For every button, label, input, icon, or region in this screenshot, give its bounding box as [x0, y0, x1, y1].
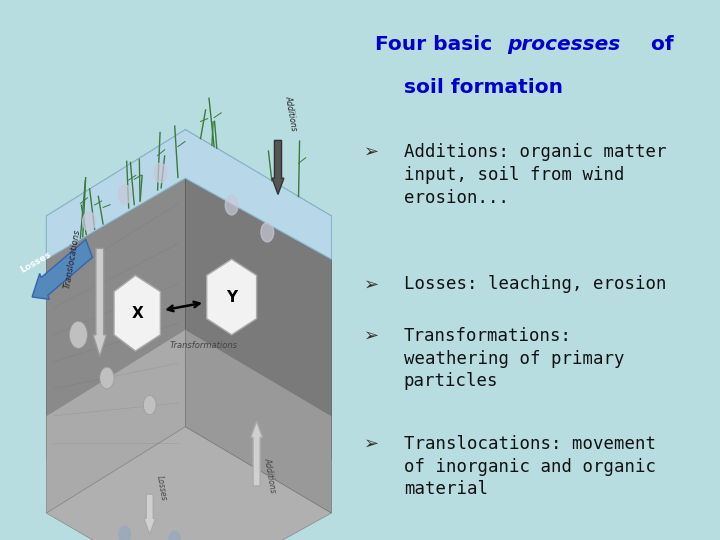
Polygon shape: [185, 130, 331, 459]
Text: Four basic: Four basic: [374, 35, 499, 54]
Circle shape: [119, 526, 130, 540]
Polygon shape: [46, 329, 185, 513]
FancyArrow shape: [144, 494, 156, 535]
Polygon shape: [46, 130, 185, 459]
Text: Additions: Additions: [284, 95, 298, 132]
Text: Additions: organic matter
input, soil from wind
erosion...: Additions: organic matter input, soil fr…: [404, 143, 666, 207]
Polygon shape: [185, 329, 331, 513]
Circle shape: [225, 195, 238, 215]
Text: Transformations:
weathering of primary
particles: Transformations: weathering of primary p…: [404, 327, 624, 390]
Polygon shape: [46, 130, 331, 259]
Text: of: of: [644, 35, 673, 54]
Polygon shape: [46, 427, 331, 540]
Text: soil formation: soil formation: [404, 78, 562, 97]
Circle shape: [70, 321, 87, 348]
Text: ➢: ➢: [364, 275, 379, 293]
Text: ➢: ➢: [364, 435, 379, 453]
FancyArrow shape: [93, 248, 107, 356]
Text: Translocations: Translocations: [63, 228, 81, 290]
Circle shape: [154, 163, 167, 183]
Circle shape: [169, 531, 180, 540]
Polygon shape: [114, 275, 161, 351]
Text: Additions: Additions: [262, 457, 277, 494]
Text: Y: Y: [226, 289, 237, 305]
FancyArrow shape: [272, 140, 284, 194]
FancyArrow shape: [251, 421, 263, 486]
Circle shape: [118, 185, 131, 204]
Circle shape: [100, 367, 114, 389]
Text: Losses: Losses: [19, 249, 53, 274]
Text: processes: processes: [508, 35, 621, 54]
Circle shape: [83, 212, 96, 231]
Text: Losses: leaching, erosion: Losses: leaching, erosion: [404, 275, 666, 293]
Circle shape: [261, 222, 274, 242]
Text: X: X: [131, 306, 143, 321]
Circle shape: [143, 395, 156, 415]
FancyArrow shape: [32, 239, 92, 299]
Text: ➢: ➢: [364, 327, 379, 345]
Text: Transformations: Transformations: [169, 341, 237, 350]
Polygon shape: [207, 259, 256, 335]
Text: Losses: Losses: [155, 475, 168, 502]
Text: ➢: ➢: [364, 143, 379, 161]
Text: Translocations: movement
of inorganic and organic
material: Translocations: movement of inorganic an…: [404, 435, 656, 498]
